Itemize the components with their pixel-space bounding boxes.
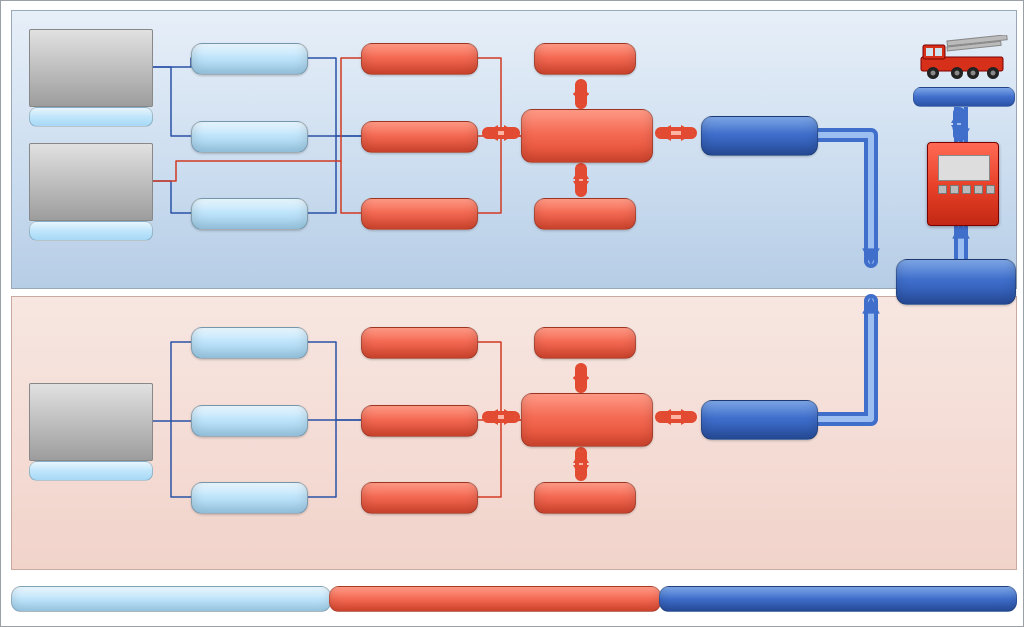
- node-top-ltblue-1: [191, 121, 308, 153]
- chart-top-b: [29, 143, 153, 221]
- node-bottom-blue: [701, 400, 818, 440]
- node-top-red-small-0: [534, 43, 636, 75]
- node-top-ltblue-0: [191, 43, 308, 75]
- chart-top-a: [29, 29, 153, 107]
- node-bottom-ltblue-1: [191, 405, 308, 437]
- diagram-stage: [0, 0, 1024, 627]
- firetruck-icon: [913, 35, 1013, 81]
- chart-top-b-caption: [29, 221, 153, 241]
- panel-top: [11, 10, 1017, 289]
- node-bottom-red-left-1: [361, 405, 478, 437]
- node-top-red-left-2: [361, 198, 478, 230]
- node-bottom-red-small-1: [534, 482, 636, 514]
- node-bottom-ltblue-2: [191, 482, 308, 514]
- node-bottom-red-left-2: [361, 482, 478, 514]
- node-top-red-left-0: [361, 43, 478, 75]
- firetruck-caption: [913, 87, 1015, 107]
- timeline-seg-1: [329, 586, 661, 612]
- node-top-ltblue-2: [191, 198, 308, 230]
- chart-bot: [29, 383, 153, 461]
- node-top-red-left-1: [361, 121, 478, 153]
- node-bottom-red-big: [521, 393, 653, 447]
- chart-bot-caption: [29, 461, 153, 481]
- timeline-seg-0: [11, 586, 331, 612]
- node-top-blue: [701, 116, 818, 156]
- node-right-output: [896, 259, 1016, 305]
- node-bottom-red-small-0: [534, 327, 636, 359]
- fire-alarm-panel-icon: [927, 142, 999, 226]
- chart-top-a-caption: [29, 107, 153, 127]
- node-top-red-big: [521, 109, 653, 163]
- node-bottom-red-left-0: [361, 327, 478, 359]
- node-bottom-ltblue-0: [191, 327, 308, 359]
- timeline-seg-2: [659, 586, 1017, 612]
- node-top-red-small-1: [534, 198, 636, 230]
- panel-bottom: [11, 296, 1017, 570]
